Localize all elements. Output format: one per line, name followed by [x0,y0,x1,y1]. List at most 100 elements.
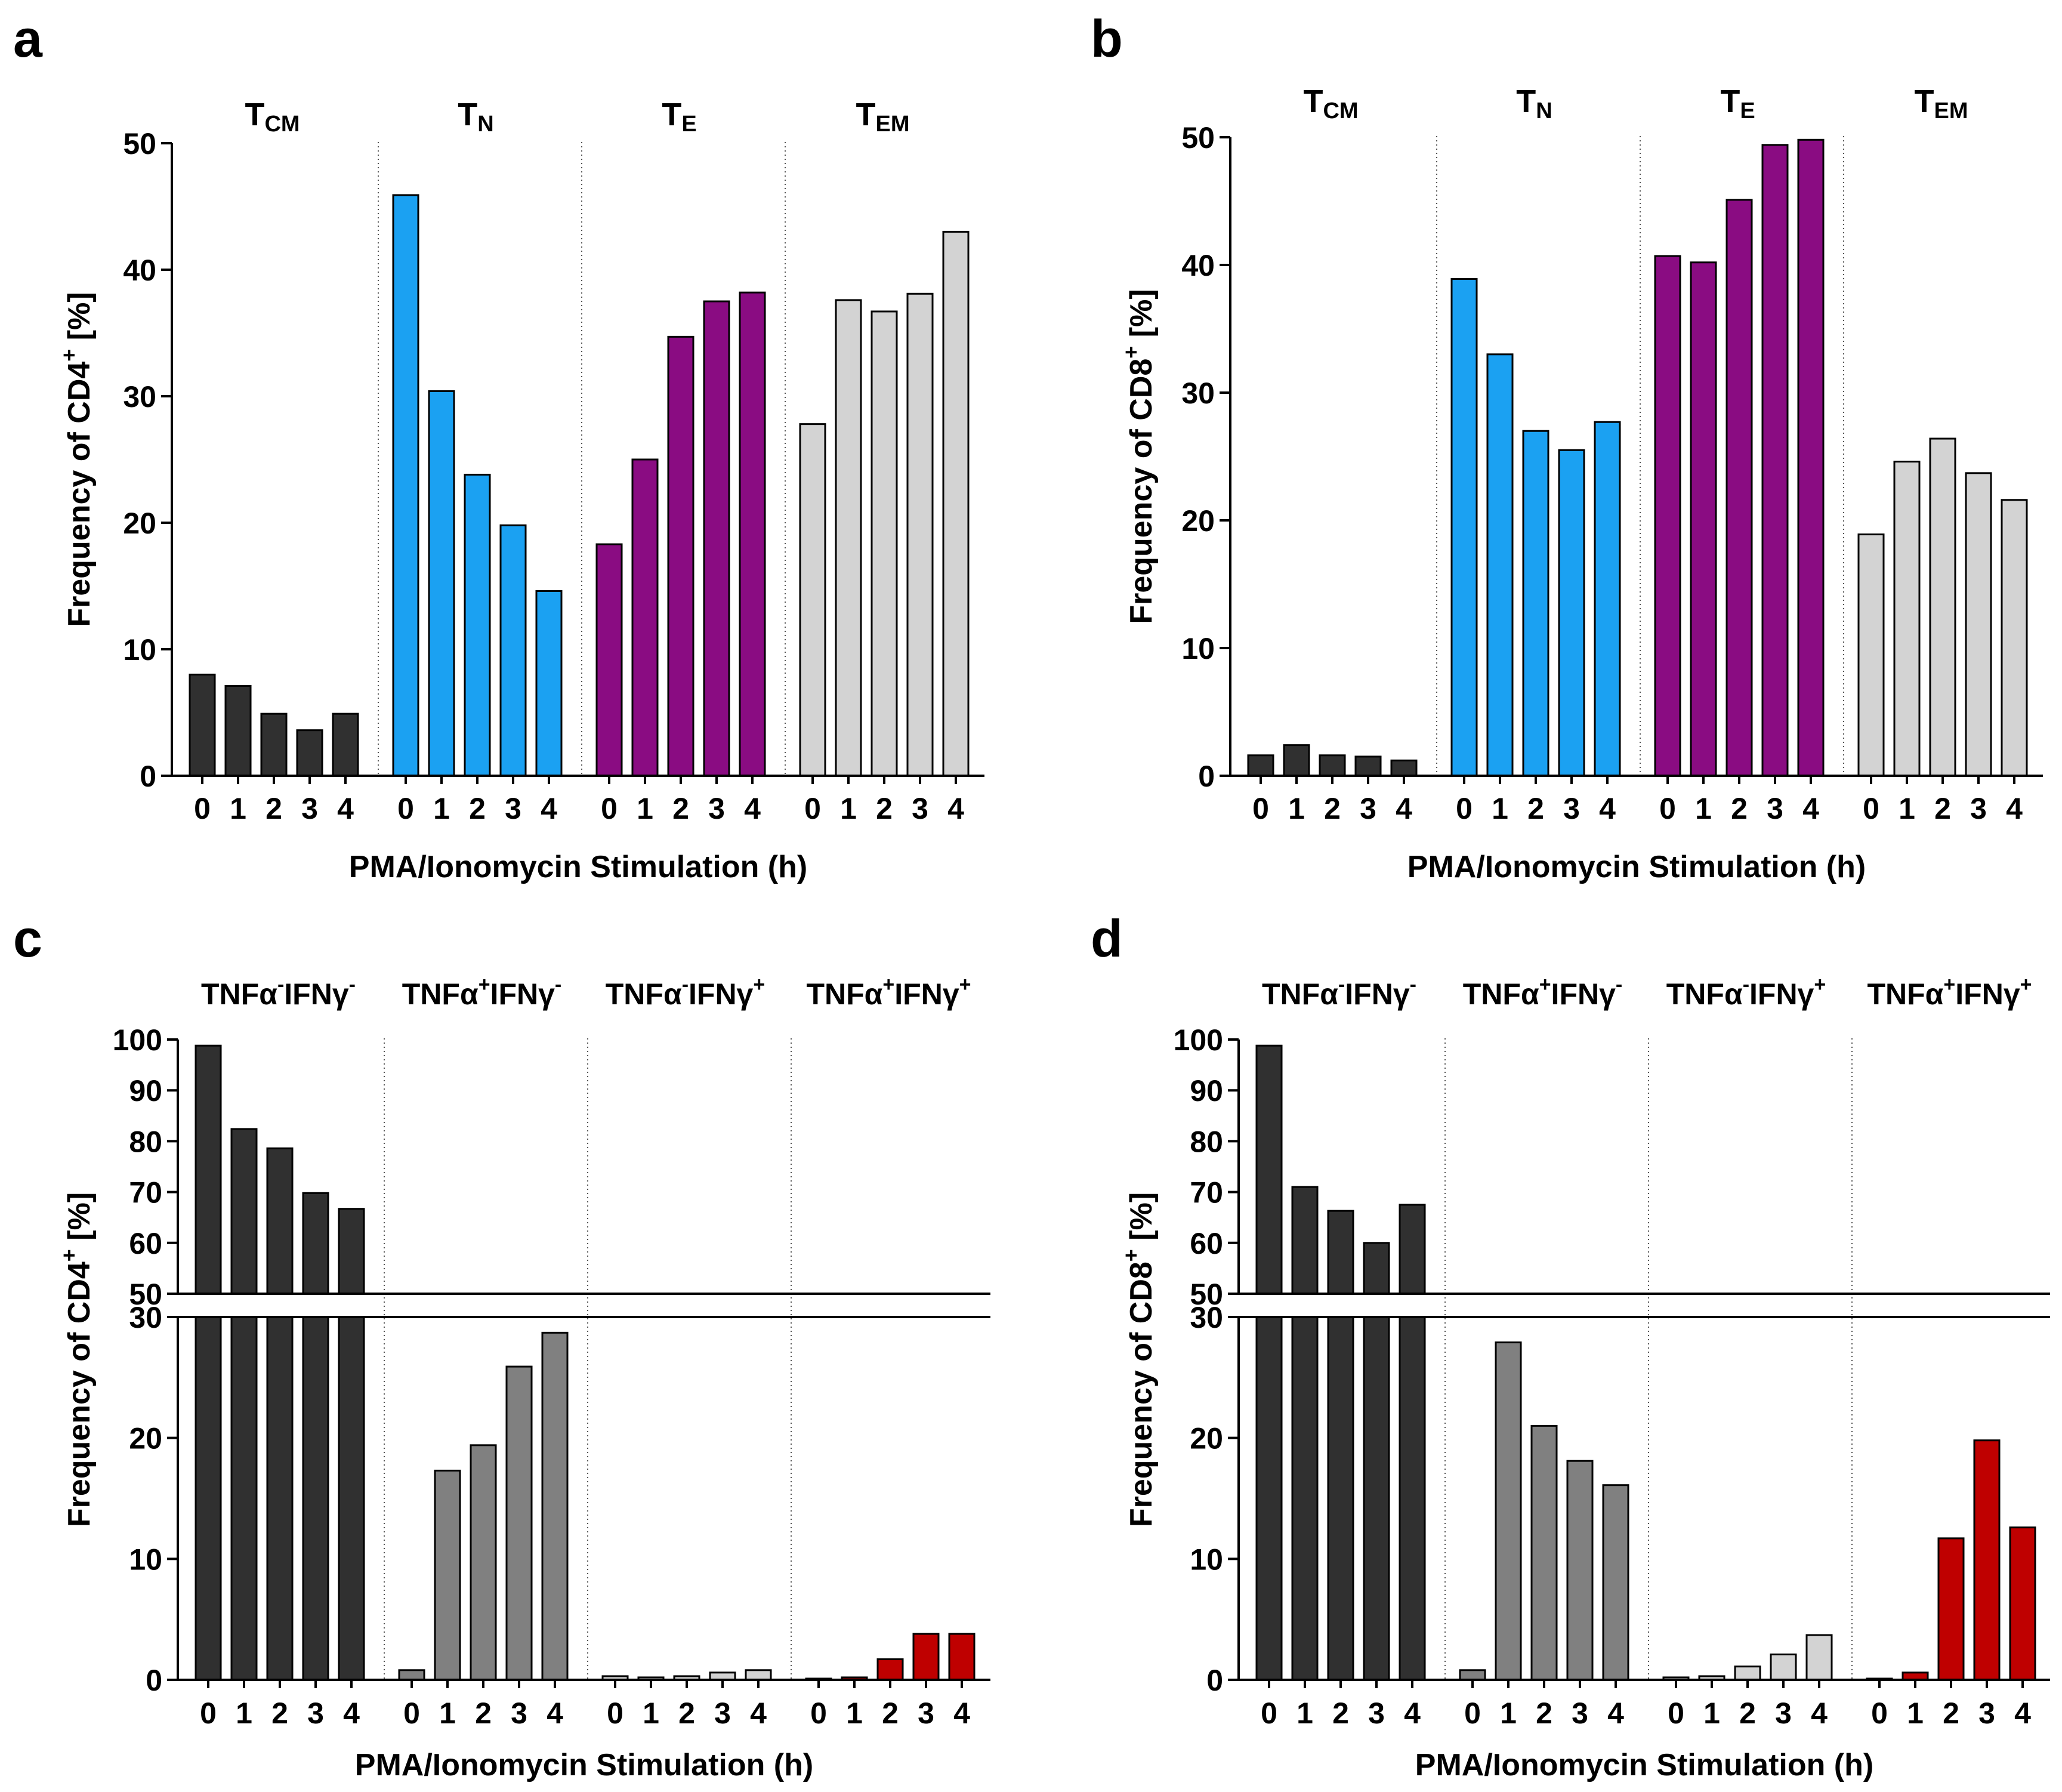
y-tick-label: 40 [1181,249,1215,282]
y-tick-label: 10 [129,1543,162,1576]
y-axis-title: Frequency of CD8+ [%] [1119,1192,1159,1527]
group-title: TNFα-IFNγ+ [1666,973,1826,1011]
x-tick-label: 2 [475,1697,492,1730]
bar [338,1208,365,1295]
group-title: TE [1720,84,1755,124]
x-tick-label: 4 [744,792,761,825]
group-title: TNFα+IFNγ+ [1867,973,2032,1011]
x-tick-label: 0 [1252,792,1269,825]
y-tick-label: 30 [1190,1301,1223,1334]
x-tick-label: 0 [1863,792,1879,825]
bar [1602,1484,1629,1681]
bar [464,473,491,777]
y-axis-title: Frequency of CD8+ [%] [1119,289,1159,624]
y-tick-label: 10 [1190,1543,1223,1576]
bar [398,1669,425,1681]
x-tick-label: 1 [236,1697,252,1730]
x-tick-label: 4 [2014,1697,2031,1730]
group-title: TNFα+IFNγ- [402,973,561,1011]
x-tick-label: 1 [1297,1697,1313,1730]
x-tick-label: 3 [1572,1697,1588,1730]
x-tick-label: 3 [708,792,725,825]
bar [1319,754,1346,777]
bar [1857,533,1885,777]
x-tick-label: 0 [810,1697,827,1730]
y-tick-label: 20 [129,1422,162,1455]
x-tick-label: 1 [846,1697,863,1730]
x-tick-label: 4 [337,792,354,825]
x-tick-label: 1 [230,792,246,825]
bar [1291,1316,1319,1681]
panel-label: d [1091,909,1123,968]
bar [230,1128,258,1295]
bar [912,1633,940,1681]
x-tick-label: 2 [1324,792,1341,825]
y-tick-label: 10 [123,633,156,667]
x-tick-label: 3 [1360,792,1376,825]
bar [302,1316,329,1681]
y-tick-label: 30 [1181,377,1215,410]
bar [1390,759,1418,777]
bar [1566,1460,1594,1681]
bar [266,1316,294,1681]
x-tick-label: 2 [1536,1697,1552,1730]
x-tick-label: 3 [1368,1697,1385,1730]
bar [392,194,419,777]
group-title: TNFα-IFNγ- [201,973,356,1011]
bar [942,230,970,777]
x-tick-label: 2 [882,1697,899,1730]
x-tick-label: 0 [1871,1697,1888,1730]
y-tick-label: 0 [1198,760,1215,793]
bar [1761,144,1789,777]
x-tick-label: 4 [541,792,557,825]
bar [1734,1665,1761,1681]
bar [1450,278,1478,777]
bar [1459,1669,1486,1681]
x-tick-label: 3 [301,792,318,825]
x-tick-label: 2 [266,792,282,825]
bar [499,524,527,777]
x-tick-label: 1 [1695,792,1712,825]
x-tick-label: 3 [1563,792,1580,825]
x-axis-title: PMA/Ionomycin Stimulation (h) [1415,1748,1873,1782]
group-title: TCM [1303,84,1358,124]
x-tick-label: 1 [1492,792,1508,825]
y-tick-label: 30 [129,1301,162,1334]
y-tick-label: 0 [140,760,156,793]
x-tick-label: 1 [433,792,450,825]
y-axis-title: Frequency of CD4+ [%] [57,292,97,627]
bar [1327,1210,1354,1295]
y-tick-label: 60 [1190,1227,1223,1260]
y-tick-label: 100 [113,1023,162,1057]
bar [1291,1186,1319,1295]
x-tick-label: 2 [469,792,486,825]
bar [1283,744,1310,777]
bar [260,713,288,777]
y-tick-label: 0 [146,1664,162,1697]
bar [541,1331,569,1681]
y-tick-label: 20 [1181,504,1215,538]
group-title: TNFα+IFNγ- [1463,973,1622,1011]
x-axis-title: PMA/Ionomycin Stimulation (h) [349,850,807,884]
bar [1247,754,1274,777]
panel-label: a [13,9,43,68]
bar [1893,461,1921,777]
group-title: TNFα+IFNγ+ [806,973,971,1011]
bar [1654,255,1681,777]
y-tick-label: 70 [129,1176,162,1210]
y-tick-label: 0 [1206,1664,1223,1697]
bar [505,1365,533,1681]
bar [230,1316,258,1681]
y-tick-label: 100 [1174,1023,1223,1057]
y-tick-label: 10 [1181,632,1215,665]
x-tick-label: 0 [403,1697,420,1730]
x-tick-label: 4 [750,1697,767,1730]
x-tick-label: 0 [1456,792,1473,825]
bar [224,684,252,777]
bar [1486,353,1514,777]
y-tick-label: 30 [123,380,156,414]
group-title: TNFα-IFNγ- [1262,973,1416,1011]
